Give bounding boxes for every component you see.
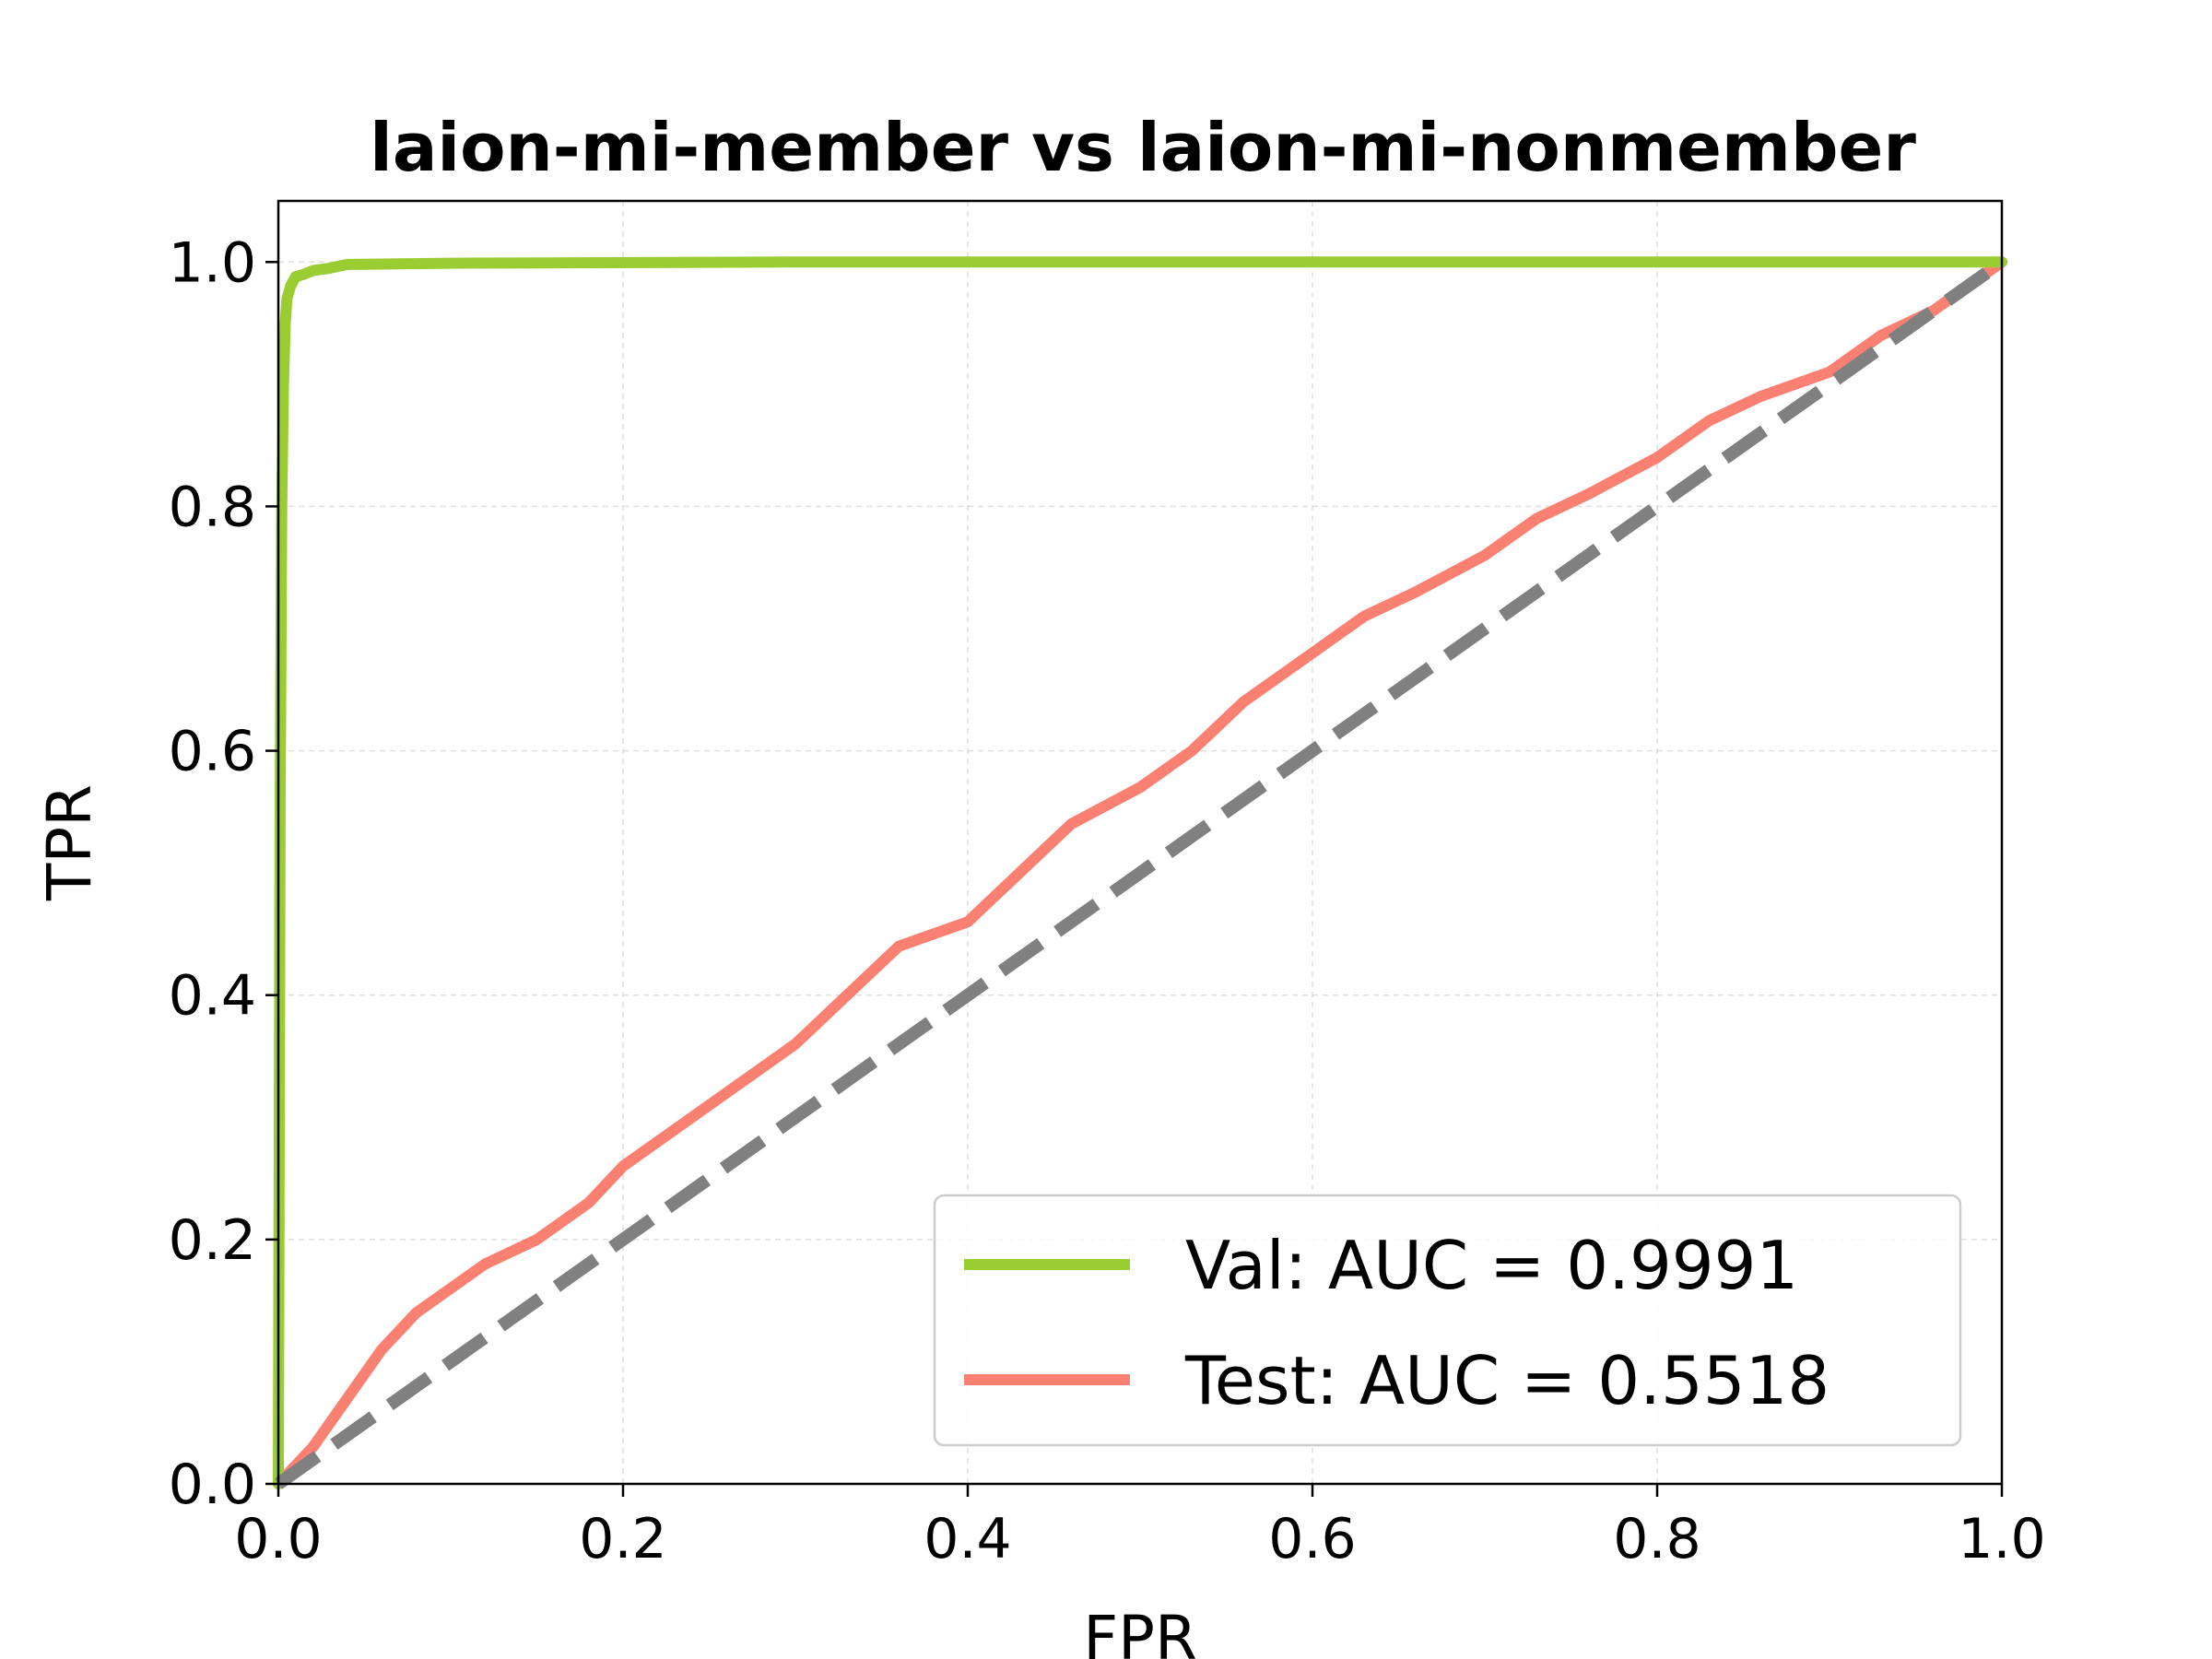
x-tick-label: 0.6 — [1268, 1507, 1356, 1571]
series-line-0 — [273, 256, 2007, 1489]
axis-ticks: 0.0 0.2 0.4 0.6 0.8 1.0 0.0 0.2 0.4 0.6 0.8 1.0 — [169, 230, 2046, 1571]
y-tick-label: 0.4 — [169, 964, 256, 1029]
x-tick-label: 1.0 — [1958, 1507, 2045, 1571]
y-tick-label: 0.6 — [169, 720, 256, 784]
legend-box — [933, 1194, 1962, 1447]
y-tick-label: 0.0 — [169, 1453, 256, 1517]
y-tick-label: 0.8 — [169, 475, 256, 539]
plot-frame — [276, 199, 2004, 1486]
x-tick-label: 0.0 — [234, 1507, 322, 1571]
x-axis-label: FPR — [1083, 1603, 1197, 1659]
legend-label: Val: AUC = 0.9991 — [1185, 1227, 1798, 1304]
series-line-1 — [273, 256, 2007, 1489]
x-tick-label: 0.2 — [579, 1507, 666, 1571]
legend-label: Test: AUC = 0.5518 — [1184, 1342, 1830, 1419]
plot-series — [273, 256, 2007, 1489]
y-tick-label: 1.0 — [169, 230, 256, 295]
chart-title: laion-mi-member vs laion-mi-nonmember — [370, 109, 1916, 186]
x-tick-label: 0.8 — [1613, 1507, 1700, 1571]
y-tick-label: 0.2 — [169, 1208, 256, 1273]
y-axis-label: TPR — [34, 784, 105, 901]
chance-diagonal-line — [274, 256, 2006, 1489]
legend: Val: AUC = 0.9991 Test: AUC = 0.5518 — [933, 1194, 1962, 1447]
x-tick-label: 0.4 — [924, 1507, 1011, 1571]
